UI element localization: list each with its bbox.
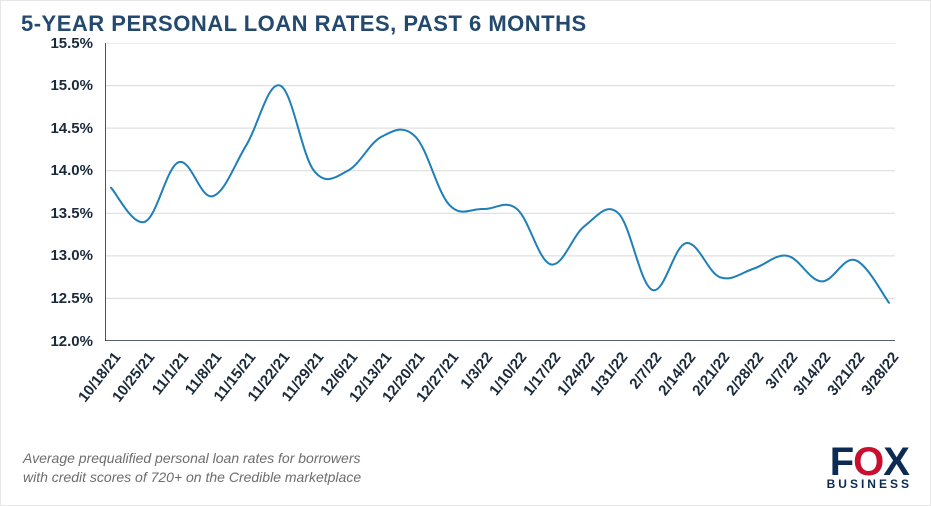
y-axis-tick-label: 14.0% [1,162,93,179]
y-axis-tick-label: 12.5% [1,290,93,307]
series-line [111,85,889,302]
chart-title: 5-YEAR PERSONAL LOAN RATES, PAST 6 MONTH… [21,11,587,37]
line-chart [105,43,895,341]
chart-frame: { "title": "5-YEAR PERSONAL LOAN RATES, … [0,0,931,506]
fox-business-logo: FOX BUSINESS [827,445,912,491]
y-axis-tick-label: 13.0% [1,247,93,264]
logo-business: BUSINESS [827,477,912,491]
y-axis-tick-label: 12.0% [1,333,93,350]
logo-fox: FOX [827,445,912,479]
y-axis-tick-label: 14.5% [1,120,93,137]
y-axis-tick-label: 13.5% [1,205,93,222]
y-axis-tick-label: 15.5% [1,35,93,52]
chart-footnote: Average prequalified personal loan rates… [23,449,361,487]
footnote-line-2: with credit scores of 720+ on the Credib… [23,468,361,487]
footnote-line-1: Average prequalified personal loan rates… [23,449,361,468]
y-axis-tick-label: 15.0% [1,77,93,94]
chart-svg [105,43,895,341]
